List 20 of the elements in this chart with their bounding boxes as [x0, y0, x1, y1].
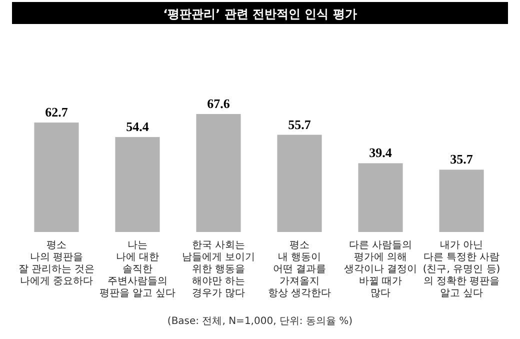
data-label: 62.7	[45, 104, 68, 120]
bar	[115, 137, 160, 232]
x-tick-label: 다른 사람들의 평가에 의해 생각이나 결정이 바뀔 때가 많다	[344, 240, 418, 299]
x-tick-label: 한국 사회는 남들에게 보이기 위한 행동을 해야만 하는 경우가 많다	[182, 240, 256, 299]
x-tick-label: 평소 내 행동이 어떤 결과를 가져올지 항상 생각한다	[268, 240, 332, 299]
text: (Base: 전체, N=1,000, 단위: 동의율 %)	[167, 316, 353, 327]
data-label: 55.7	[288, 116, 312, 132]
chart-title: ‘평판관리’ 관련 전반적인 인식 평가	[163, 7, 357, 21]
bar	[439, 170, 484, 232]
data-label: 67.6	[207, 96, 230, 111]
x-tick-label: 평소 나의 평판을 잘 관리하는 것은 나에게 중요하다	[18, 240, 95, 287]
bar	[34, 122, 79, 232]
bar	[277, 134, 322, 232]
data-label: 35.7	[450, 152, 474, 167]
x-tick-label: 내가 아닌 다른 특정한 사람 (친구, 유명인 등) 의 정확한 평판을 알고 싶다	[422, 240, 500, 299]
bar	[196, 114, 241, 232]
data-label: 54.4	[126, 119, 150, 134]
data-label: 39.4	[369, 145, 392, 160]
bar	[358, 163, 403, 232]
x-tick-label: 나는 나에 대한 솔직한 주변사람들의 평판을 알고 싶다	[99, 240, 176, 299]
